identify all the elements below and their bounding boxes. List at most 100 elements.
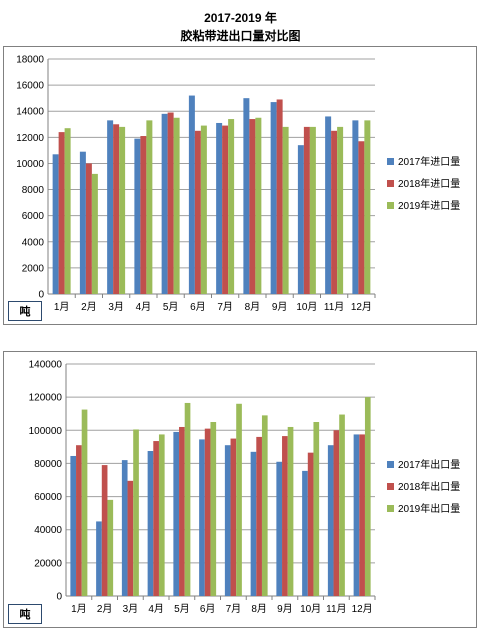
y-tick-label: 10000 xyxy=(16,159,44,170)
bar-2018年出口量-6月 xyxy=(204,428,211,596)
x-tick-label: 9月 xyxy=(272,301,288,313)
y-tick-label: 4000 xyxy=(22,237,45,248)
bar-2017年进口量-1月 xyxy=(52,154,59,294)
bar-2017年出口量-1月 xyxy=(70,455,77,596)
bar-2019年出口量-12月 xyxy=(364,397,371,596)
bar-2019年出口量-9月 xyxy=(287,426,294,596)
bar-2017年出口量-8月 xyxy=(250,451,257,596)
import-unit-label: 吨 xyxy=(8,301,42,321)
bar-2019年进口量-5月 xyxy=(173,117,180,294)
x-tick-label: 4月 xyxy=(136,301,152,313)
bar-2019年出口量-5月 xyxy=(184,402,191,596)
bar-2017年进口量-2月 xyxy=(79,151,86,294)
x-tick-label: 8月 xyxy=(251,603,267,615)
bar-2019年进口量-2月 xyxy=(91,173,98,294)
x-tick-label: 3月 xyxy=(108,301,124,313)
x-tick-label: 1月 xyxy=(71,603,87,615)
bar-2019年进口量-9月 xyxy=(282,126,289,294)
bar-2017年出口量-3月 xyxy=(121,460,128,596)
y-tick-label: 8000 xyxy=(22,185,45,196)
y-tick-label: 2000 xyxy=(22,263,45,274)
bar-2017年进口量-3月 xyxy=(107,120,114,294)
y-tick-label: 16000 xyxy=(16,81,44,92)
bar-2019年出口量-10月 xyxy=(313,422,320,596)
x-tick-label: 12月 xyxy=(352,603,373,615)
y-tick-label: 12000 xyxy=(16,133,44,144)
x-tick-label: 5月 xyxy=(174,603,190,615)
export-bar-chart: 0 20000 40000 60000 80000 100000 120000 140000 1… xyxy=(29,360,461,616)
x-tick-label: 12月 xyxy=(351,301,372,313)
bar-2019年出口量-4月 xyxy=(158,434,165,596)
legend-swatch xyxy=(387,461,394,468)
legend-label: 2017年进口量 xyxy=(398,155,460,168)
bar-2018年进口量-5月 xyxy=(167,112,174,295)
x-tick-label: 9月 xyxy=(277,603,293,615)
bar-2017年出口量-9月 xyxy=(276,461,283,596)
export-chart-panel: 0 20000 40000 60000 80000 100000 120000 140000 1… xyxy=(3,351,477,628)
y-tick-label: 0 xyxy=(56,592,62,603)
y-tick-label: 6000 xyxy=(22,211,45,222)
y-tick-label: 140000 xyxy=(29,360,63,371)
x-tick-label: 8月 xyxy=(245,301,261,313)
bar-2018年出口量-4月 xyxy=(153,441,159,596)
export-unit-label: 吨 xyxy=(8,604,42,624)
bar-2017年出口量-4月 xyxy=(147,451,154,596)
bar-2017年出口量-11月 xyxy=(327,445,334,596)
bar-2017年进口量-6月 xyxy=(188,95,195,294)
bar-2019年进口量-12月 xyxy=(364,120,371,294)
legend-label: 2019年出口量 xyxy=(398,502,460,515)
bar-2018年出口量-7月 xyxy=(230,438,237,596)
bar-2017年出口量-2月 xyxy=(96,521,102,596)
x-tick-label: 6月 xyxy=(200,603,216,615)
x-tick-label: 7月 xyxy=(217,301,233,313)
bar-2018年进口量-8月 xyxy=(249,119,256,294)
bar-2018年出口量-9月 xyxy=(282,436,288,596)
legend-label: 2017年出口量 xyxy=(398,458,460,471)
bar-2019年出口量-1月 xyxy=(81,409,88,596)
bar-2019年出口量-3月 xyxy=(133,429,139,596)
bar-2018年进口量-10月 xyxy=(303,126,310,294)
bar-2018年进口量-6月 xyxy=(194,130,201,294)
bar-2019年进口量-4月 xyxy=(146,120,153,294)
bar-2018年进口量-7月 xyxy=(222,125,229,294)
x-tick-label: 11月 xyxy=(326,603,346,615)
x-tick-label: 3月 xyxy=(123,603,139,615)
bar-2018年出口量-1月 xyxy=(76,445,82,596)
bar-2018年进口量-1月 xyxy=(58,132,65,294)
bar-2017年进口量-8月 xyxy=(243,98,250,294)
bar-2017年进口量-5月 xyxy=(161,113,168,294)
bar-2018年进口量-9月 xyxy=(276,99,283,294)
bar-2018年出口量-11月 xyxy=(333,430,340,596)
bar-2019年进口量-8月 xyxy=(255,117,262,294)
x-tick-label: 11月 xyxy=(324,301,344,313)
y-tick-label: 120000 xyxy=(29,393,63,404)
bar-2017年出口量-12月 xyxy=(353,434,360,596)
bar-2018年出口量-2月 xyxy=(101,465,108,596)
bar-2019年出口量-7月 xyxy=(236,403,242,596)
y-tick-label: 20000 xyxy=(34,558,62,569)
bar-2018年出口量-5月 xyxy=(179,426,185,596)
bar-2017年进口量-11月 xyxy=(325,116,332,294)
bar-2019年出口量-11月 xyxy=(339,414,345,596)
bar-2018年进口量-11月 xyxy=(331,130,338,294)
legend-label: 2019年进口量 xyxy=(398,199,460,212)
x-tick-label: 6月 xyxy=(190,301,206,313)
bar-2019年进口量-7月 xyxy=(228,119,235,294)
y-tick-label: 14000 xyxy=(16,107,44,118)
bar-2019年进口量-1月 xyxy=(64,128,71,294)
bar-2018年出口量-3月 xyxy=(127,480,134,596)
bar-2018年进口量-2月 xyxy=(85,163,92,294)
legend-swatch xyxy=(387,202,394,209)
x-tick-label: 2月 xyxy=(97,603,113,615)
bar-2018年出口量-10月 xyxy=(307,452,314,596)
legend-swatch xyxy=(387,483,394,490)
bar-2019年进口量-11月 xyxy=(337,126,344,294)
y-tick-label: 40000 xyxy=(34,525,62,536)
x-tick-label: 10月 xyxy=(296,301,317,313)
y-tick-label: 60000 xyxy=(34,492,62,503)
bar-2019年出口量-8月 xyxy=(261,415,268,596)
bar-2017年进口量-12月 xyxy=(352,120,359,294)
bar-2019年出口量-6月 xyxy=(210,422,217,596)
bar-2017年进口量-7月 xyxy=(216,122,223,294)
chart-title-year-range: 2017-2019 年 xyxy=(204,11,277,25)
